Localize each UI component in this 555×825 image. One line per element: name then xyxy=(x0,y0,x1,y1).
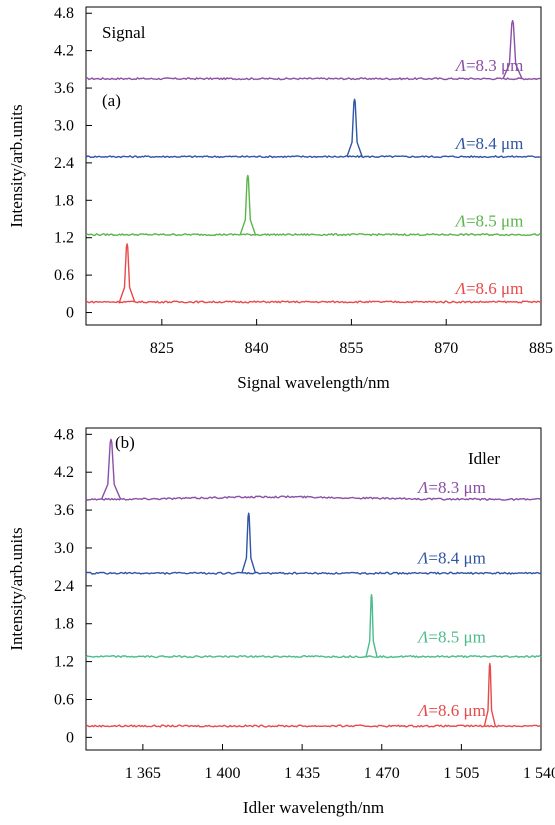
y-tick-label: 1.2 xyxy=(54,230,74,247)
series-label: Λ=8.3 μm xyxy=(416,478,486,497)
spectrum-peak xyxy=(118,243,136,303)
y-tick-label: 1.8 xyxy=(54,616,74,633)
y-axis-title: Intensity/arb.units xyxy=(7,527,26,650)
period-symbol: Λ xyxy=(416,701,429,720)
spectrum-line xyxy=(85,300,542,304)
y-tick-label: 4.2 xyxy=(54,464,74,481)
x-axis-title: Signal wavelength/nm xyxy=(237,373,390,392)
spectrum-peak xyxy=(502,20,523,79)
series-label: Λ=8.6 μm xyxy=(454,279,524,298)
spectrum-line xyxy=(85,724,542,728)
y-tick-label: 0 xyxy=(66,305,74,322)
plot-frame xyxy=(85,427,542,751)
period-symbol: Λ xyxy=(416,549,429,568)
x-tick-label: 1 470 xyxy=(364,765,400,782)
y-tick-label: 1.2 xyxy=(54,654,74,671)
x-tick-label: 1 435 xyxy=(284,765,320,782)
plot-frame xyxy=(85,6,542,326)
spectrum-peak xyxy=(365,594,378,657)
period-symbol: Λ xyxy=(416,478,429,497)
period-value: =8.5 μm xyxy=(428,628,485,647)
x-tick-label: 1 505 xyxy=(443,765,479,782)
y-tick-label: 0.6 xyxy=(54,691,74,708)
period-value: =8.5 μm xyxy=(466,211,523,230)
spectrum-peak xyxy=(100,438,122,500)
y-tick-label: 3.6 xyxy=(54,80,74,97)
y-tick-label: 3.6 xyxy=(54,502,74,519)
x-tick-label: 1 400 xyxy=(205,765,241,782)
y-tick-label: 2.4 xyxy=(54,155,74,172)
y-axis-title: Intensity/arb.units xyxy=(7,104,26,227)
period-value: =8.3 μm xyxy=(466,56,523,75)
x-axis-title: Idler wavelength/nm xyxy=(243,798,384,817)
y-tick-label: 4.8 xyxy=(54,5,74,22)
period-symbol: Λ xyxy=(454,211,467,230)
y-tick-label: 3.0 xyxy=(54,117,74,134)
series-label: Λ=8.5 μm xyxy=(454,211,524,230)
period-symbol: Λ xyxy=(454,56,467,75)
series-label: Λ=8.4 μm xyxy=(416,549,486,568)
period-value: =8.4 μm xyxy=(466,134,523,153)
x-tick-label: 885 xyxy=(529,340,553,357)
spectrum-peak xyxy=(241,512,257,574)
spectrum-peak xyxy=(346,98,363,157)
x-tick-label: 825 xyxy=(150,340,174,357)
spectrum-line xyxy=(85,571,542,575)
panel-label-a: (a) xyxy=(102,91,121,110)
y-tick-label: 4.2 xyxy=(54,43,74,60)
panel-label-b: (b) xyxy=(115,433,135,452)
series-label: Λ=8.6 μm xyxy=(416,701,486,720)
idler-label: Idler xyxy=(468,449,500,468)
series-label: Λ=8.5 μm xyxy=(416,628,486,647)
y-tick-label: 3.0 xyxy=(54,540,74,557)
idler-panel: 0 0.6 1.2 1.8 2.4 3.0 3.6 4.2 4.8 1 365 1 400 1 435… xyxy=(7,426,555,817)
x-tick-label: 840 xyxy=(245,340,269,357)
spectrum-line xyxy=(85,233,542,237)
spectrum-peak xyxy=(239,174,257,235)
y-tick-label: 0.6 xyxy=(54,267,74,284)
series-label: Λ=8.4 μm xyxy=(454,134,524,153)
x-tick-label: 855 xyxy=(339,340,363,357)
period-symbol: Λ xyxy=(454,279,467,298)
spectrum-line xyxy=(86,77,542,81)
y-tick-label: 4.8 xyxy=(54,426,74,443)
x-tick-label: 1 540 xyxy=(523,765,555,782)
period-value: =8.6 μm xyxy=(428,701,485,720)
y-tick-label: 1.8 xyxy=(54,192,74,209)
y-tick-label: 0 xyxy=(66,729,74,746)
period-value: =8.6 μm xyxy=(466,279,523,298)
y-tick-label: 2.4 xyxy=(54,578,74,595)
spectrum-peak xyxy=(483,662,496,727)
x-tick-label: 870 xyxy=(434,340,458,357)
series-label: Λ=8.3 μm xyxy=(454,56,524,75)
period-value: =8.4 μm xyxy=(428,549,485,568)
spectrum-line xyxy=(85,495,542,501)
signal-panel: 0 0.6 1.2 1.8 2.4 3.0 3.6 4.2 4.8 825 840 855 870 885… xyxy=(7,5,553,392)
x-tick-label: 1 365 xyxy=(125,765,161,782)
spectrum-line xyxy=(85,155,542,159)
signal-label: Signal xyxy=(102,23,146,42)
period-symbol: Λ xyxy=(454,134,467,153)
spectrum-line xyxy=(85,655,542,659)
period-symbol: Λ xyxy=(416,628,429,647)
period-value: =8.3 μm xyxy=(428,478,485,497)
